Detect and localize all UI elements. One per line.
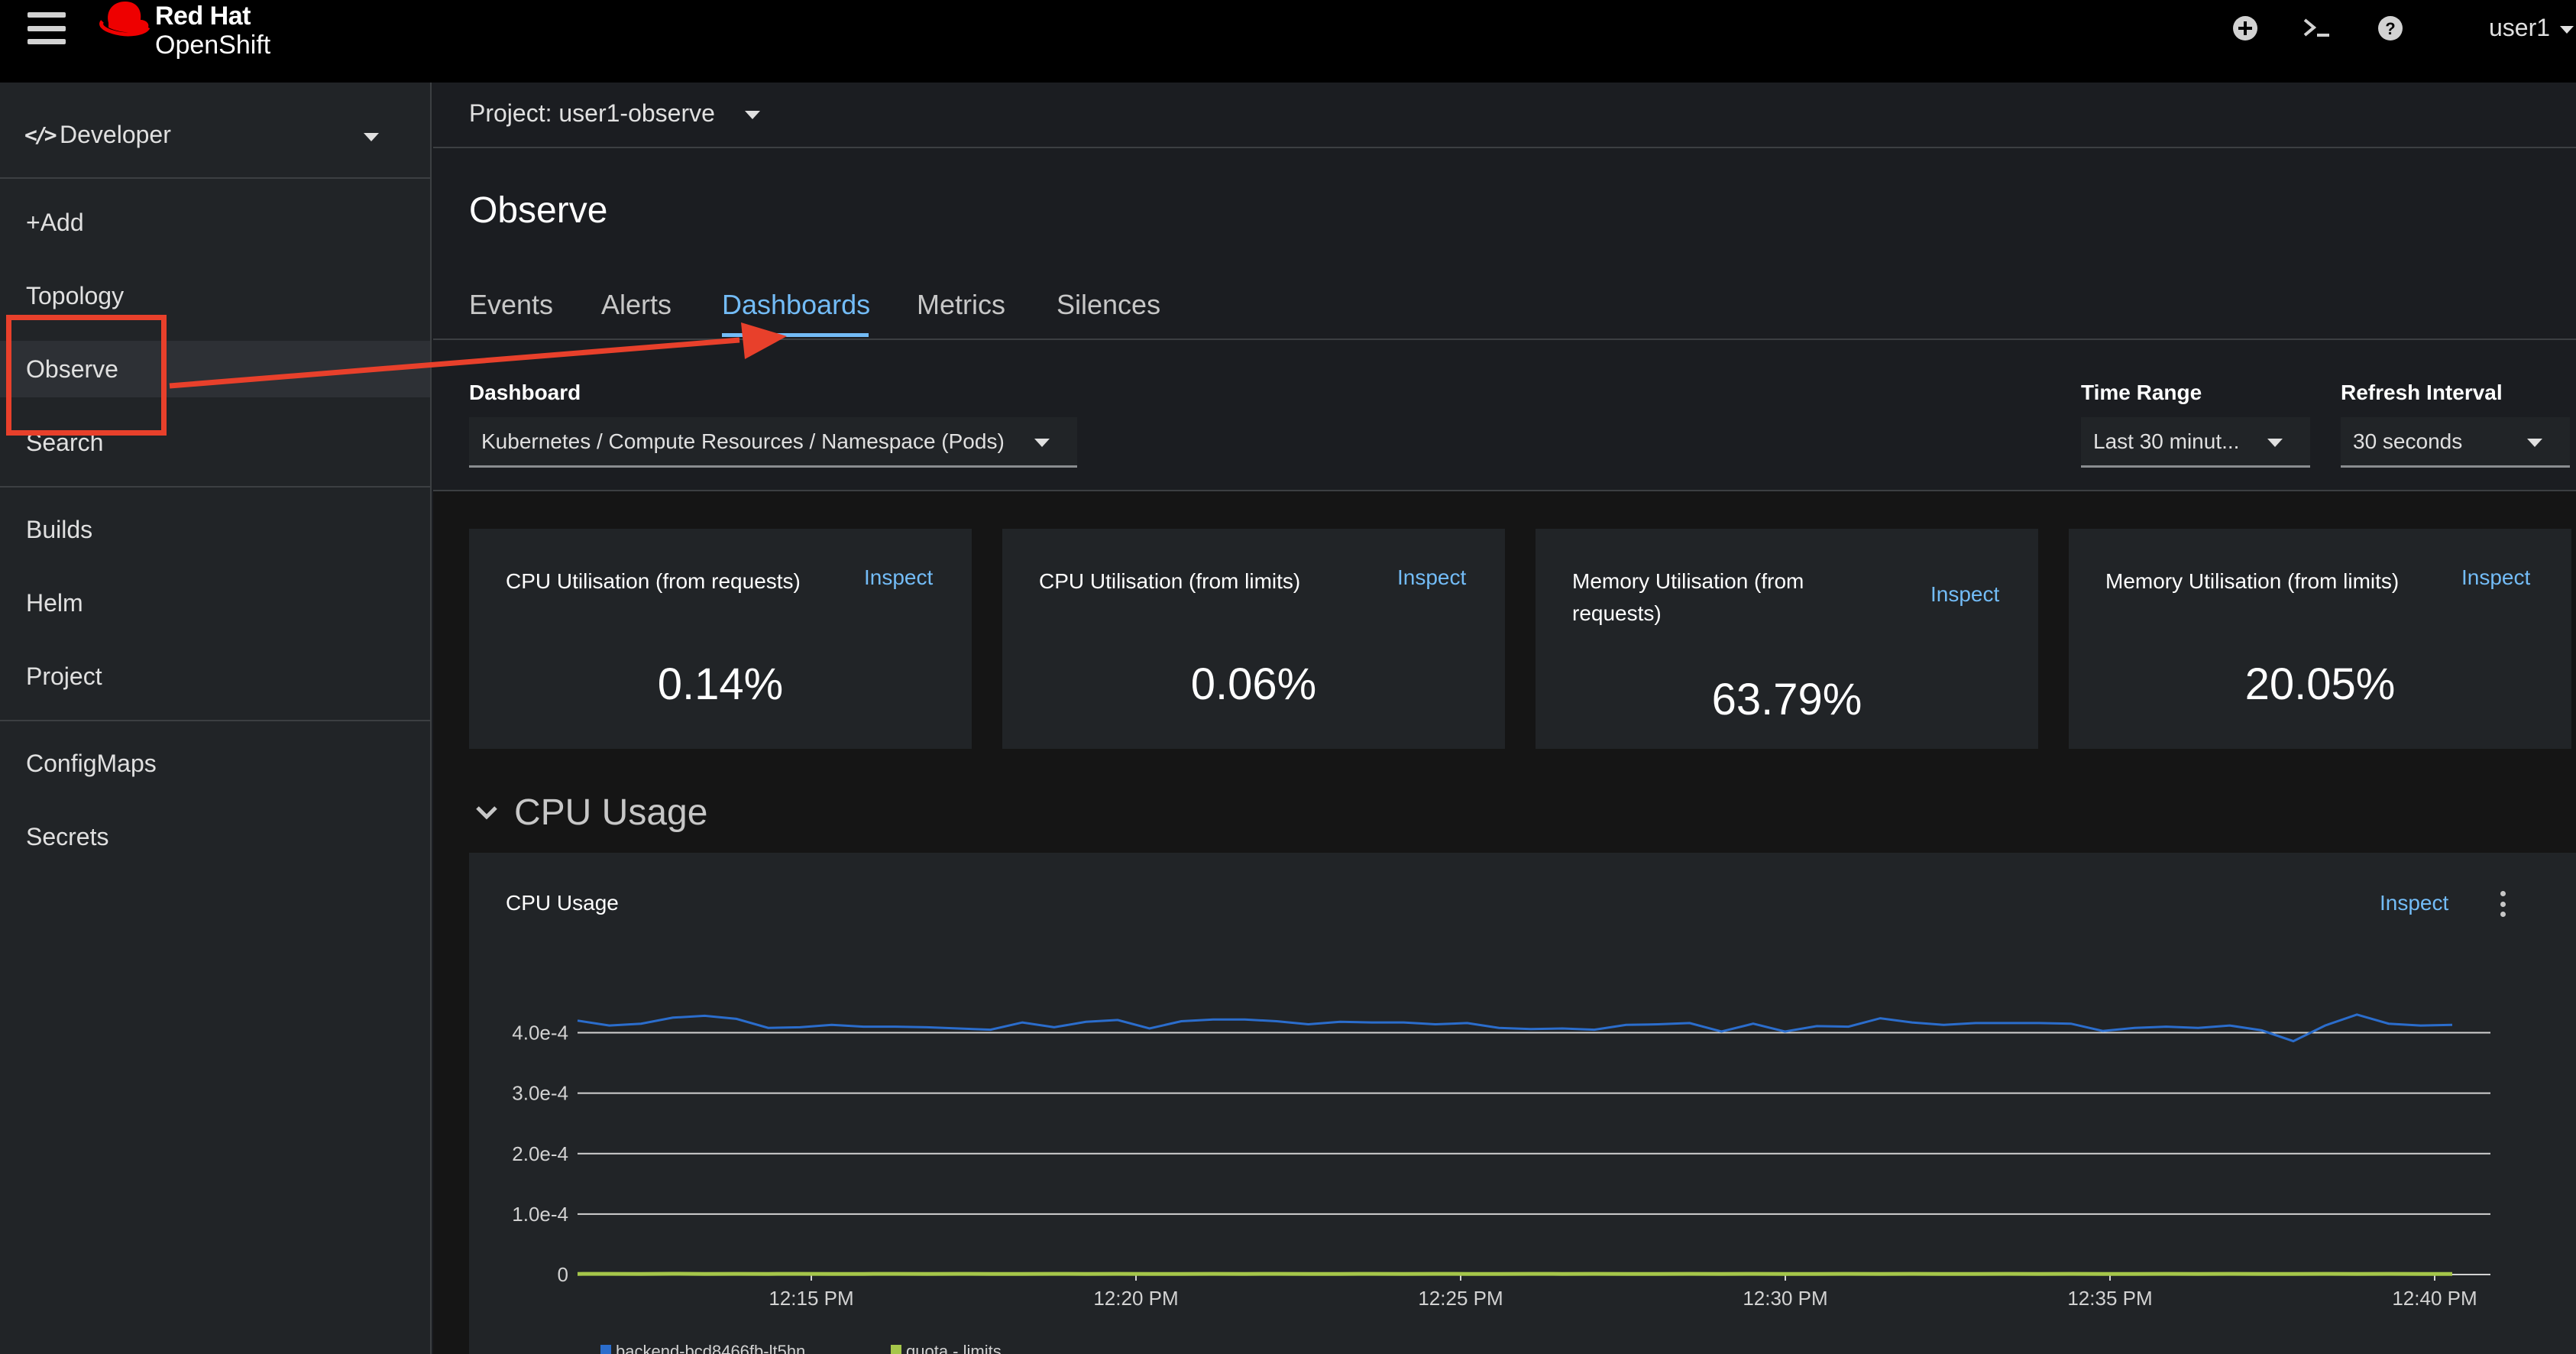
sidebar-item-helm[interactable]: Helm: [26, 589, 83, 617]
tab-dashboards[interactable]: Dashboards: [722, 289, 871, 320]
refresh-interval-label: Refresh Interval: [2341, 381, 2503, 404]
y-tick-label: 2.0e-4: [512, 1142, 568, 1165]
brand-line-1: Red Hat: [155, 2, 251, 31]
x-tick-label: 12:35 PM: [2067, 1287, 2152, 1310]
project-label: Project: user1-observe: [469, 99, 715, 127]
hamburger-icon[interactable]: [28, 12, 66, 44]
sidebar-item-topology[interactable]: Topology: [26, 282, 125, 309]
x-tick-label: 12:25 PM: [1418, 1287, 1503, 1310]
sidebar-divider: [0, 720, 430, 721]
dashboard-label: Dashboard: [469, 381, 581, 404]
kebab-menu-icon[interactable]: [2495, 891, 2510, 917]
x-tick-label: 12:15 PM: [769, 1287, 853, 1310]
sidebar-item-project[interactable]: Project: [26, 662, 102, 690]
stat-card-memory-limits: Memory Utilisation (from limits) Inspect…: [2069, 529, 2571, 749]
inspect-link[interactable]: Inspect: [1930, 582, 2000, 606]
y-tick-label: 4.0e-4: [512, 1022, 568, 1045]
stat-card-cpu-limits: CPU Utilisation (from limits) Inspect 0.…: [1002, 529, 1505, 749]
user-caret-icon: [2559, 25, 2574, 34]
inspect-link[interactable]: Inspect: [2461, 565, 2531, 589]
stat-card-memory-requests: Memory Utilisation (from requests) Inspe…: [1536, 529, 2038, 749]
time-range-value: Last 30 minut...: [2093, 429, 2240, 453]
inspect-link[interactable]: Inspect: [2380, 891, 2449, 915]
card-title: Memory Utilisation (from requests): [1572, 569, 1804, 625]
chevron-down-icon: [2267, 439, 2283, 447]
legend-label[interactable]: backend-bcd8466fb-lt5hn: [616, 1342, 805, 1354]
redhat-logo-icon: [99, 2, 150, 37]
cpu-usage-chart-card: CPU Usage Inspect 0 1.0e-4 2.0e-4 3.0e-4 4.0…: [469, 853, 2576, 1354]
x-tick-label: 12:20 PM: [1093, 1287, 1178, 1310]
y-tick-label: 3.0e-4: [512, 1082, 568, 1105]
perspective-label: Developer: [60, 121, 171, 148]
refresh-interval-value: 30 seconds: [2353, 429, 2463, 453]
brand-line-2: OpenShift: [155, 31, 271, 60]
card-value: 63.79%: [1711, 675, 1862, 724]
card-title: CPU Utilisation (from requests): [506, 569, 801, 593]
sidebar-divider: [0, 486, 430, 488]
card-value: 0.06%: [1190, 659, 1317, 709]
legend-swatch: [600, 1345, 611, 1354]
help-icon[interactable]: ?: [2374, 12, 2406, 44]
inspect-link[interactable]: Inspect: [864, 565, 934, 589]
time-range-label: Time Range: [2081, 381, 2202, 404]
time-range-select[interactable]: Last 30 minut...: [2081, 417, 2310, 468]
tab-silences[interactable]: Silences: [1057, 289, 1161, 320]
plus-circle-icon[interactable]: [2229, 12, 2261, 44]
x-tick-label: 12:30 PM: [1743, 1287, 1827, 1310]
tab-alerts[interactable]: Alerts: [601, 289, 672, 320]
svg-text:?: ?: [2385, 19, 2395, 38]
brand-name[interactable]: Red Hat OpenShift: [155, 2, 270, 60]
project-selector[interactable]: Project: user1-observe: [469, 99, 760, 128]
filters-border: [433, 490, 2576, 491]
x-tick-label: 12:40 PM: [2392, 1287, 2477, 1310]
sidebar: </> Developer +Add Topology Observe Sear…: [0, 83, 432, 1354]
chevron-down-icon: [1034, 439, 1050, 447]
active-tab-indicator: [722, 333, 869, 337]
chart-title: CPU Usage: [506, 891, 619, 915]
tab-events[interactable]: Events: [469, 289, 554, 320]
series-line-backend: [577, 1013, 2453, 1043]
project-bar: [433, 83, 2576, 148]
annotation-highlight-box: [6, 315, 167, 436]
card-value: 20.05%: [2244, 659, 2396, 709]
sidebar-item-configmaps[interactable]: ConfigMaps: [26, 750, 157, 777]
dashboard-select[interactable]: Kubernetes / Compute Resources / Namespa…: [469, 417, 1077, 468]
tab-metrics[interactable]: Metrics: [917, 289, 1005, 320]
cpu-usage-chart: 0 1.0e-4 2.0e-4 3.0e-4 4.0e-4 12:15 PM 12:20 P…: [512, 1013, 2490, 1354]
user-menu[interactable]: user1: [2489, 14, 2574, 42]
tabs-border: [433, 338, 2576, 340]
code-icon: </>: [24, 122, 57, 147]
legend-swatch: [891, 1345, 901, 1354]
sidebar-item-add[interactable]: +Add: [26, 209, 84, 236]
page-title: Observe: [469, 190, 608, 231]
sidebar-item-builds[interactable]: Builds: [26, 516, 93, 543]
stat-card-cpu-requests: CPU Utilisation (from requests) Inspect …: [469, 529, 972, 749]
card-title: CPU Utilisation (from limits): [1039, 569, 1301, 593]
y-tick-label: 1.0e-4: [512, 1203, 568, 1226]
inspect-link[interactable]: Inspect: [1397, 565, 1467, 589]
card-value: 0.14%: [657, 659, 784, 709]
dashboard-select-value: Kubernetes / Compute Resources / Namespa…: [481, 429, 1005, 453]
masthead: Red Hat OpenShift ? user1: [0, 0, 2576, 83]
section-title: CPU Usage: [514, 792, 708, 833]
user-name: user1: [2489, 14, 2551, 41]
refresh-interval-select[interactable]: 30 seconds: [2341, 417, 2570, 468]
chevron-down-icon[interactable]: [475, 804, 498, 822]
perspective-caret-icon: [364, 133, 379, 141]
terminal-icon[interactable]: [2301, 12, 2333, 44]
chevron-down-icon: [2527, 439, 2542, 447]
y-tick-label: 0: [558, 1263, 568, 1286]
perspective-switcher[interactable]: </> Developer: [0, 83, 430, 179]
sidebar-item-secrets[interactable]: Secrets: [26, 823, 109, 850]
card-title: Memory Utilisation (from limits): [2105, 569, 2400, 593]
legend-label[interactable]: quota - limits: [906, 1342, 1002, 1354]
project-caret-icon: [744, 111, 760, 120]
